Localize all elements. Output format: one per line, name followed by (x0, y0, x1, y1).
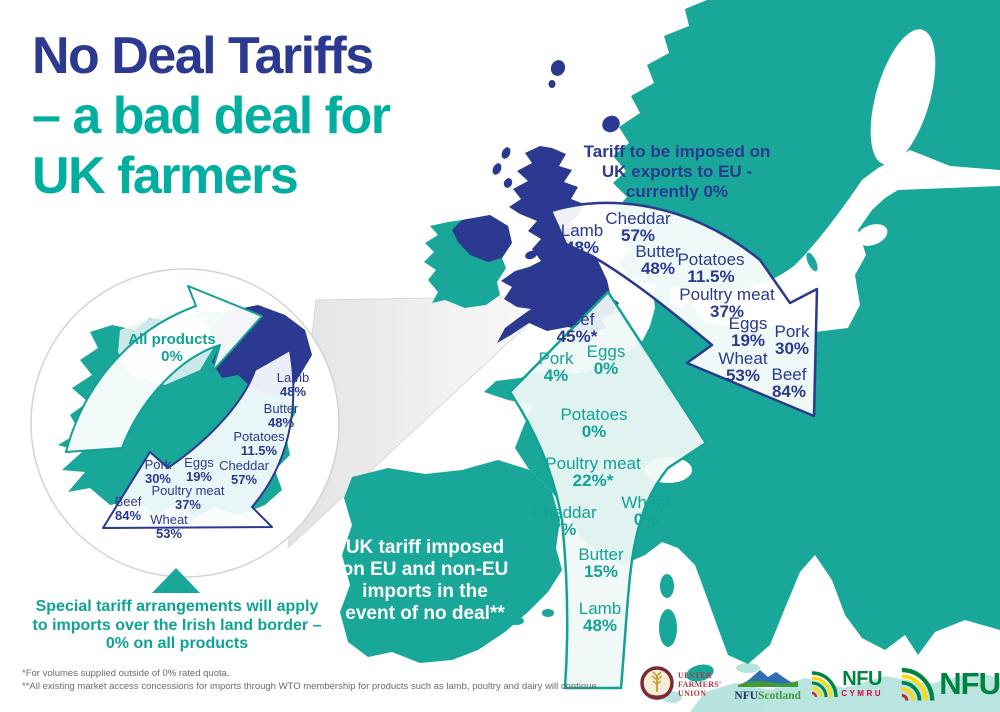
import-arrow-heading: UK tariff imposed on EU and non-EU impor… (341, 537, 509, 624)
footnote-1: *For volumes supplied outside of 0% rate… (22, 668, 230, 679)
inset-product-potatoes: Potatoes 11.5% (233, 429, 285, 458)
nfu-text: NFU (939, 666, 1000, 701)
ulster-farmers-union-text: Ulster Farmers' Union (678, 670, 722, 698)
export-product-pork: Pork 30% (774, 322, 810, 359)
import-product-cheddar: Cheddar 7% (531, 503, 597, 540)
page-title: No Deal Tariffs – a bad deal for UK farm… (32, 26, 391, 206)
export-product-lamb: Lamb 48% (560, 221, 604, 258)
nfu-cymru-logo: NFU CYMRU (810, 669, 893, 699)
nfu-scotland-text: NFUScotland (734, 689, 801, 702)
import-product-pork: Pork 4% (538, 349, 574, 386)
inset-product-pork: Pork 30% (144, 457, 172, 486)
nfu-scotland-logo: NFUScotland (725, 667, 810, 702)
inset-product-beef: Beef 84% (114, 494, 142, 523)
import-product-wheat: Wheat 0% (621, 493, 671, 530)
export-product-butter: Butter 48% (635, 242, 681, 279)
map-iberia (340, 460, 562, 663)
import-product-potatoes: Potatoes 0% (560, 405, 628, 442)
triangle-pointer (152, 568, 200, 593)
footnotes: *For volumes supplied outside of 0% rate… (22, 667, 597, 693)
import-product-eggs: Eggs 0% (586, 342, 626, 379)
inset-product-eggs: Eggs 19% (184, 455, 214, 484)
nfu-scotland-icon (737, 669, 798, 687)
import-product-beef: Beef 45%* (556, 310, 598, 347)
export-product-eggs: Eggs 19% (728, 314, 768, 351)
inset-product-butter: Butter 48% (263, 401, 299, 430)
map-scottish-isles (492, 60, 620, 260)
irish-border-caption: Special tariff arrangements will apply t… (32, 598, 322, 652)
title-line-1: No Deal Tariffs (32, 27, 374, 85)
import-product-butter: Butter 15% (578, 545, 624, 582)
nfu-cymru-icon (811, 671, 838, 698)
export-arrow-heading: Tariff to be imposed on UK exports to EU… (583, 142, 771, 201)
map-great-britain (497, 146, 619, 343)
import-arrow (508, 290, 708, 690)
inset-arrow-products (102, 349, 295, 529)
export-product-potatoes: Potatoes 11.5% (677, 250, 745, 287)
import-product-lamb: Lamb 48% (578, 599, 622, 636)
export-arrow (549, 201, 819, 418)
faded-south-land (662, 663, 1000, 712)
map-islands (508, 167, 872, 682)
inset-product-poultry-meat: Poultry meat 37% (151, 483, 225, 512)
import-product-poultry-meat: Poultry meat 22%* (545, 454, 641, 491)
nfu-icon (901, 667, 935, 701)
nfu-logo: NFU (899, 665, 1000, 703)
export-product-wheat: Wheat 53% (718, 349, 768, 386)
ulster-farmers-union-logo: Ulster Farmers' Union (640, 664, 725, 704)
inset-all-products-label: All products 0% (128, 331, 216, 365)
export-product-beef: Beef 84% (771, 365, 807, 402)
ulster-farmers-union-icon (640, 666, 674, 700)
export-product-cheddar: Cheddar 57% (605, 209, 671, 246)
map-northern-ireland (452, 215, 512, 262)
export-product-poultry-meat: Poultry meat 37% (679, 285, 775, 322)
inset-product-cheddar: Cheddar 57% (219, 458, 269, 487)
title-line-3: UK farmers (32, 147, 299, 205)
inset-product-wheat: Wheat 53% (150, 512, 188, 541)
inset-product-lamb: Lamb 48% (276, 370, 310, 399)
nfu-cymru-text: NFU CYMRU (841, 668, 884, 698)
inset-arrow-all-products (65, 285, 263, 453)
logo-row: Ulster Farmers' Union NFUScotland NFU CY… (640, 658, 1000, 710)
title-line-2: – a bad deal for (32, 87, 391, 145)
footnote-2: **All existing market access concessions… (22, 681, 597, 692)
